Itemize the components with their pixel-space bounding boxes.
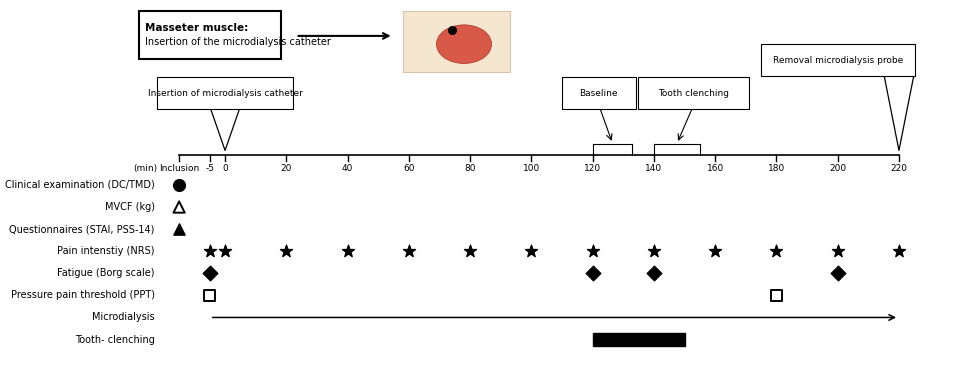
Text: 60: 60	[403, 164, 415, 173]
Point	[830, 270, 846, 276]
Text: 120: 120	[585, 164, 601, 173]
Text: Insertion of microdialysis catheter: Insertion of microdialysis catheter	[147, 89, 302, 98]
Point	[402, 248, 417, 254]
Text: 200: 200	[829, 164, 846, 173]
Text: 80: 80	[464, 164, 476, 173]
Point	[278, 248, 294, 254]
Point	[171, 204, 187, 210]
FancyBboxPatch shape	[638, 77, 749, 109]
Text: Pain intenstiy (NRS): Pain intenstiy (NRS)	[57, 246, 155, 256]
Text: Microdialysis: Microdialysis	[92, 312, 155, 323]
Ellipse shape	[436, 25, 491, 64]
Text: Pressure pain threshold (PPT): Pressure pain threshold (PPT)	[11, 290, 155, 300]
Point	[585, 248, 600, 254]
Point	[218, 248, 233, 254]
FancyBboxPatch shape	[561, 77, 636, 109]
Point	[891, 248, 906, 254]
Text: 160: 160	[707, 164, 724, 173]
Text: Insertion of the microdialysis catheter: Insertion of the microdialysis catheter	[145, 37, 331, 47]
Text: Tooth- clenching: Tooth- clenching	[75, 334, 155, 345]
Text: Removal microdialysis probe: Removal microdialysis probe	[772, 56, 903, 65]
Point	[524, 248, 539, 254]
Point	[646, 270, 662, 276]
Text: Masseter muscle:: Masseter muscle:	[145, 24, 248, 33]
Text: 180: 180	[768, 164, 785, 173]
Point	[768, 248, 784, 254]
Point	[202, 248, 218, 254]
FancyBboxPatch shape	[403, 11, 510, 72]
Text: Fatigue (Borg scale): Fatigue (Borg scale)	[57, 268, 155, 278]
Point	[444, 27, 459, 34]
Text: Questionnaires (STAI, PSS-14): Questionnaires (STAI, PSS-14)	[10, 224, 155, 234]
Point	[585, 270, 600, 276]
Text: 220: 220	[891, 164, 907, 173]
Point	[340, 248, 355, 254]
Point	[830, 248, 846, 254]
Point	[462, 248, 478, 254]
Point	[202, 292, 218, 298]
FancyBboxPatch shape	[139, 11, 280, 59]
Text: Clinical examination (DC/TMD): Clinical examination (DC/TMD)	[5, 180, 155, 190]
Point	[768, 292, 784, 298]
Text: 0: 0	[222, 164, 228, 173]
Text: Baseline: Baseline	[580, 89, 618, 98]
Point	[202, 270, 218, 276]
Point	[171, 226, 187, 232]
Text: Inclusion: Inclusion	[159, 164, 199, 173]
Bar	[592, 333, 685, 347]
Text: MVCF (kg): MVCF (kg)	[105, 202, 155, 212]
Point	[708, 248, 723, 254]
FancyBboxPatch shape	[761, 44, 915, 76]
Text: 20: 20	[280, 164, 292, 173]
Text: (min): (min)	[134, 164, 158, 173]
Point	[171, 182, 187, 188]
Text: -5: -5	[205, 164, 214, 173]
Point	[646, 248, 662, 254]
Text: 100: 100	[523, 164, 540, 173]
Text: 140: 140	[645, 164, 663, 173]
FancyBboxPatch shape	[157, 77, 293, 109]
Text: 40: 40	[342, 164, 353, 173]
Text: Tooth clenching: Tooth clenching	[659, 89, 729, 98]
